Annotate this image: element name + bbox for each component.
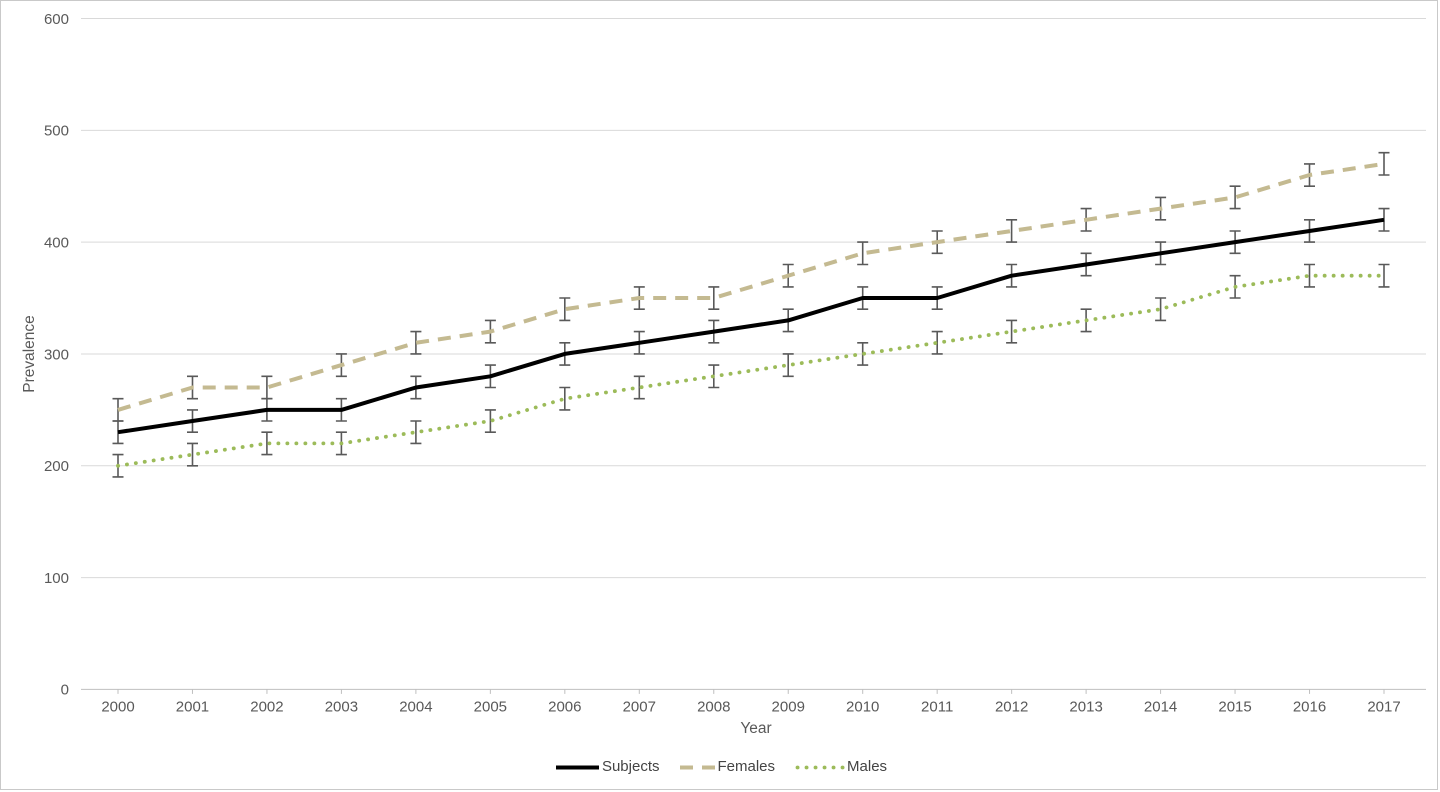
x-tick-label-2003: 2003 (325, 698, 358, 715)
subjects-line-sample-icon (555, 765, 599, 769)
x-tick-label-2008: 2008 (697, 698, 730, 715)
y-tick-label-300: 300 (44, 346, 69, 363)
x-tick-label-2016: 2016 (1293, 698, 1326, 715)
x-tick-label-2000: 2000 (101, 698, 134, 715)
legend-item-males: Males (795, 758, 887, 776)
y-tick-label-400: 400 (44, 234, 69, 251)
x-tick-label-2011: 2011 (921, 698, 953, 715)
legend-item-subjects: Subjects (555, 758, 660, 776)
x-tick-label-2007: 2007 (623, 698, 656, 715)
x-tick-label-2017: 2017 (1367, 698, 1400, 715)
x-tick-label-2015: 2015 (1218, 698, 1251, 715)
legend-item-females: Females (679, 758, 776, 776)
y-tick-label-200: 200 (44, 458, 69, 475)
x-tick-label-2010: 2010 (846, 698, 879, 715)
plot-area: 0 100 200 300 400 500 600 2000 2001 2002 2003 2004 2… (44, 11, 1426, 715)
x-tick-label-2006: 2006 (548, 698, 581, 715)
x-tick-label-2009: 2009 (772, 698, 805, 715)
females-dashed-line-sample-icon (679, 765, 716, 769)
y-axis-title: Prevalence (21, 315, 38, 393)
x-tick-label-2001: 2001 (176, 698, 209, 715)
y-tick-label-600: 600 (44, 11, 69, 28)
prevalence-line-chart: 0 100 200 300 400 500 600 2000 2001 2002 2003 2004 2… (21, 11, 1426, 737)
series-line-females (117, 161, 1385, 412)
x-tick-label-2012: 2012 (995, 698, 1028, 715)
y-tick-label-0: 0 (61, 682, 69, 699)
error-bars-females (112, 151, 1390, 422)
x-axis-title: Year (740, 720, 771, 737)
x-tick-label-2002: 2002 (250, 698, 283, 715)
series-line-subjects (117, 217, 1385, 435)
y-tick-label-500: 500 (44, 123, 69, 140)
x-tick-label-2005: 2005 (474, 698, 507, 715)
x-tick-label-2004: 2004 (399, 698, 432, 715)
y-tick-label-100: 100 (44, 570, 69, 587)
chart-legend: Subjects Females Males (1, 758, 1440, 776)
legend-label-males: Males (847, 758, 888, 775)
legend-label-females: Females (717, 758, 776, 775)
x-tick-label-2013: 2013 (1069, 698, 1102, 715)
males-dotted-line-sample-icon (795, 765, 845, 769)
error-bars-males (112, 263, 1390, 478)
x-tick-label-2014: 2014 (1144, 698, 1177, 715)
legend-label-subjects: Subjects (601, 758, 660, 775)
series-line-males (116, 273, 1386, 468)
